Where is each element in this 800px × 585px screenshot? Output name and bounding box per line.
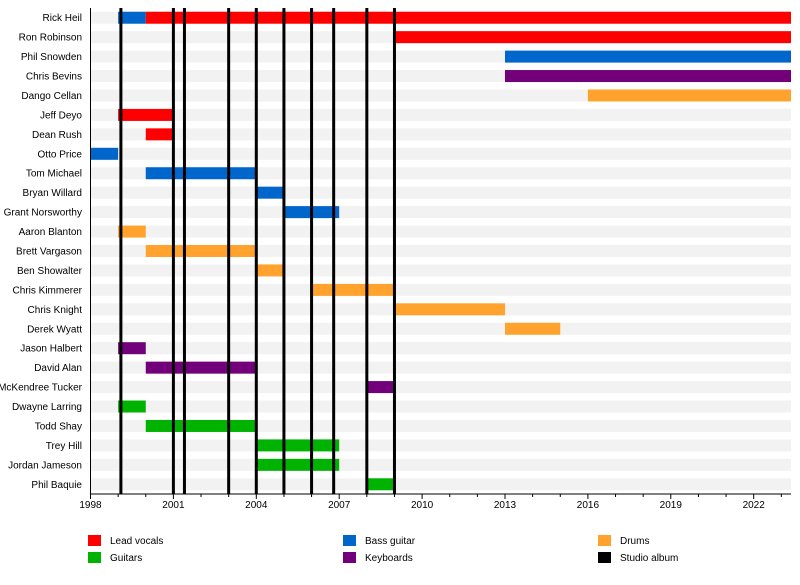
row-stripe xyxy=(90,167,791,180)
bar-vocals xyxy=(145,128,174,141)
x-tick-label: 2001 xyxy=(162,500,185,511)
bar-guitars xyxy=(256,458,340,471)
row-stripe xyxy=(90,400,791,413)
member-label: Otto Price xyxy=(38,149,83,160)
bar-keys xyxy=(118,342,146,355)
member-label: Dwayne Larring xyxy=(12,402,82,413)
member-label: Dean Rush xyxy=(32,130,82,141)
bar-drums xyxy=(256,264,284,277)
member-label: David Alan xyxy=(34,363,82,374)
member-label: Ben Showalter xyxy=(17,266,83,277)
x-tick-label: 2013 xyxy=(494,500,517,511)
row-stripe xyxy=(90,147,791,160)
member-label: Dango Cellan xyxy=(21,91,82,102)
row-stripe xyxy=(90,439,791,452)
member-label: Rick Heil xyxy=(43,13,82,24)
row-stripe xyxy=(90,186,791,199)
row-stripe xyxy=(90,381,791,394)
member-label: Derek Wyatt xyxy=(27,324,82,335)
row-stripe xyxy=(90,245,791,257)
legend-label-guitars: Guitars xyxy=(110,553,142,564)
member-label: Chris Kimmerer xyxy=(13,285,83,296)
legend-label-album: Studio album xyxy=(620,553,678,564)
row-stripe xyxy=(90,108,791,121)
bar-drums xyxy=(145,245,257,257)
bar-vocals xyxy=(118,108,174,121)
row-stripe xyxy=(90,264,791,277)
legend-label-bass: Bass guitar xyxy=(365,536,416,547)
row-stripe xyxy=(90,206,791,219)
row-stripe xyxy=(90,478,791,491)
row-stripe xyxy=(90,225,791,238)
member-label: Todd Shay xyxy=(35,421,82,432)
legend-swatch-drums xyxy=(598,535,611,546)
bar-vocals xyxy=(394,31,791,44)
member-label: Phil Baquie xyxy=(31,480,82,491)
bar-bass xyxy=(145,167,257,180)
member-label: McKendree Tucker xyxy=(0,383,83,394)
x-tick-label: 2019 xyxy=(660,500,683,511)
bar-bass xyxy=(90,147,119,160)
row-stripe xyxy=(90,419,791,432)
legend-swatch-bass xyxy=(343,535,356,546)
bar-bass xyxy=(118,11,146,24)
bar-guitars xyxy=(118,400,146,413)
legend-label-keys: Keyboards xyxy=(365,553,413,564)
member-label: Tom Michael xyxy=(26,169,82,180)
legend-label-drums: Drums xyxy=(620,536,649,547)
row-stripe xyxy=(90,128,791,141)
legend-swatch-keys xyxy=(343,552,356,563)
member-label: Phil Snowden xyxy=(21,52,82,63)
bar-drums xyxy=(118,225,146,238)
x-tick-label: 2016 xyxy=(577,500,600,511)
member-label: Jordan Jameson xyxy=(8,460,82,471)
bar-bass xyxy=(256,186,284,199)
bar-bass xyxy=(504,50,791,63)
legend-swatch-vocals xyxy=(88,535,101,546)
x-tick-label: 2022 xyxy=(743,500,766,511)
bar-drums xyxy=(394,303,505,316)
x-tick-label: 2007 xyxy=(328,500,351,511)
member-label: Jeff Deyo xyxy=(40,110,82,121)
member-label: Jason Halbert xyxy=(20,344,82,355)
member-label: Chris Bevins xyxy=(26,72,82,83)
bar-keys xyxy=(504,70,791,83)
bar-keys xyxy=(366,381,395,394)
bar-keys xyxy=(145,361,257,374)
x-tick-label: 2010 xyxy=(411,500,434,511)
row-stripe xyxy=(90,342,791,355)
row-stripe xyxy=(90,458,791,471)
member-label: Bryan Willard xyxy=(23,188,82,199)
row-stripe xyxy=(90,361,791,374)
bar-guitars xyxy=(366,478,395,491)
member-label: Ron Robinson xyxy=(19,33,82,44)
legend-label-vocals: Lead vocals xyxy=(110,536,163,547)
bar-guitars xyxy=(256,439,340,452)
member-label: Aaron Blanton xyxy=(19,227,82,238)
bar-drums xyxy=(311,283,395,296)
member-label: Trey Hill xyxy=(46,441,82,452)
x-tick-label: 2004 xyxy=(245,500,268,511)
x-tick-label: 1998 xyxy=(79,500,102,511)
member-label: Chris Knight xyxy=(28,305,83,316)
bar-drums xyxy=(587,89,791,102)
member-label: Brett Vargason xyxy=(16,247,82,258)
bar-guitars xyxy=(145,419,257,432)
row-stripe xyxy=(90,322,791,335)
legend-swatch-album xyxy=(598,552,611,563)
bar-drums xyxy=(504,322,561,335)
legend-swatch-guitars xyxy=(88,552,101,563)
member-label: Grant Norsworthy xyxy=(4,208,82,219)
row-stripe xyxy=(90,283,791,296)
bar-vocals xyxy=(145,11,792,24)
